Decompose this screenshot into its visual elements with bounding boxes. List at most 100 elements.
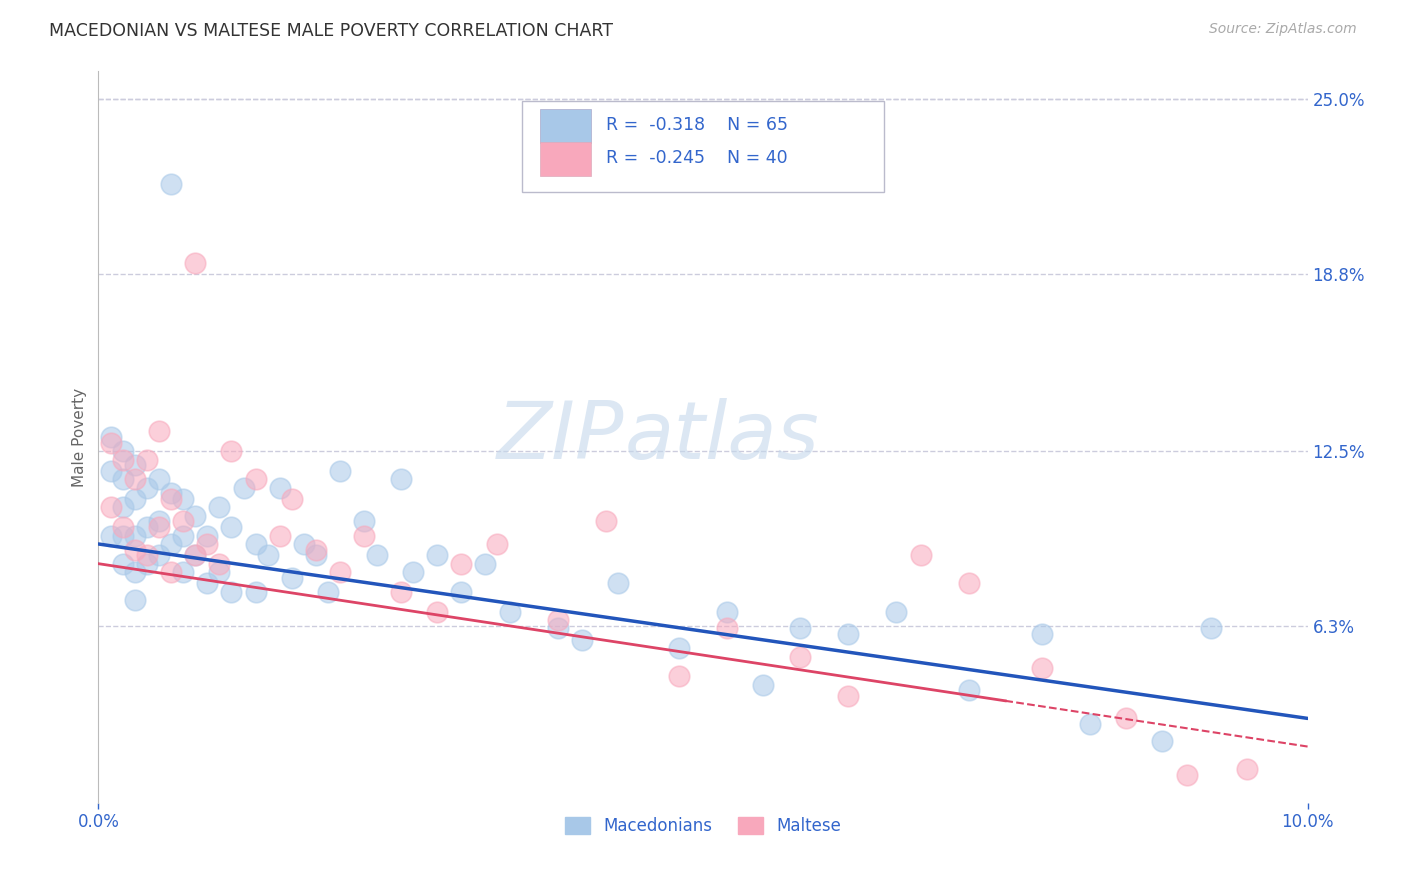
Point [111, 452, 134, 467]
Point [269, 528, 291, 542]
Point [547, 621, 569, 635]
Point [752, 678, 775, 692]
Point [316, 584, 339, 599]
Point [160, 565, 183, 579]
Point [789, 621, 811, 635]
Point [124, 542, 146, 557]
Point [160, 486, 183, 500]
Point [148, 425, 170, 439]
Point [957, 576, 980, 591]
Point [1078, 717, 1101, 731]
Point [111, 520, 134, 534]
Point [1175, 767, 1198, 781]
Point [172, 528, 194, 542]
Point [571, 632, 593, 647]
Point [716, 605, 738, 619]
Point [595, 515, 617, 529]
Point [668, 641, 690, 656]
Point [148, 515, 170, 529]
Point [305, 548, 328, 562]
Text: MACEDONIAN VS MALTESE MALE POVERTY CORRELATION CHART: MACEDONIAN VS MALTESE MALE POVERTY CORRE… [49, 22, 613, 40]
Point [124, 528, 146, 542]
Point [148, 548, 170, 562]
Point [135, 452, 157, 467]
Point [172, 515, 194, 529]
Point [160, 177, 183, 191]
Point [498, 605, 520, 619]
Point [135, 548, 157, 562]
Point [426, 548, 449, 562]
Point [135, 481, 157, 495]
Point [450, 557, 472, 571]
Point [245, 537, 267, 551]
Point [281, 491, 304, 506]
Point [111, 500, 134, 515]
Point [184, 548, 207, 562]
Point [716, 621, 738, 635]
Point [100, 430, 122, 444]
Point [208, 557, 231, 571]
Point [910, 548, 932, 562]
Point [221, 520, 243, 534]
Point [160, 491, 183, 506]
Point [160, 537, 183, 551]
Point [607, 576, 630, 591]
Point [1199, 621, 1222, 635]
Point [474, 557, 496, 571]
Point [353, 515, 375, 529]
Text: atlas: atlas [624, 398, 820, 476]
Point [111, 444, 134, 458]
Point [329, 565, 352, 579]
Point [184, 255, 207, 269]
Point [221, 584, 243, 599]
Point [111, 472, 134, 486]
Point [172, 491, 194, 506]
Point [124, 593, 146, 607]
Point [111, 528, 134, 542]
Point [124, 472, 146, 486]
Point [353, 528, 375, 542]
Point [389, 584, 412, 599]
Point [195, 528, 218, 542]
Point [1031, 627, 1053, 641]
Point [100, 528, 122, 542]
Point [1031, 661, 1053, 675]
Text: ZIP: ZIP [498, 398, 624, 476]
Point [195, 537, 218, 551]
Point [305, 542, 328, 557]
Point [450, 584, 472, 599]
Text: R =  -0.318    N = 65: R = -0.318 N = 65 [606, 117, 789, 135]
Text: Source: ZipAtlas.com: Source: ZipAtlas.com [1209, 22, 1357, 37]
Point [232, 481, 254, 495]
Point [124, 491, 146, 506]
Point [221, 444, 243, 458]
Point [195, 576, 218, 591]
Point [135, 557, 157, 571]
Point [245, 584, 267, 599]
Point [668, 669, 690, 683]
Point [148, 520, 170, 534]
FancyBboxPatch shape [522, 101, 884, 192]
Point [292, 537, 315, 551]
FancyBboxPatch shape [540, 110, 591, 143]
Point [111, 557, 134, 571]
Point [1115, 711, 1137, 725]
Point [269, 481, 291, 495]
Point [100, 464, 122, 478]
Point [366, 548, 388, 562]
Point [957, 683, 980, 698]
Point [837, 627, 859, 641]
Point [256, 548, 278, 562]
Legend: Macedonians, Maltese: Macedonians, Maltese [558, 811, 848, 842]
Point [486, 537, 509, 551]
Point [402, 565, 425, 579]
Point [789, 649, 811, 664]
Point [329, 464, 352, 478]
Point [1152, 734, 1174, 748]
Point [245, 472, 267, 486]
Point [172, 565, 194, 579]
Point [389, 472, 412, 486]
FancyBboxPatch shape [540, 143, 591, 176]
Point [837, 689, 859, 703]
Point [426, 605, 449, 619]
